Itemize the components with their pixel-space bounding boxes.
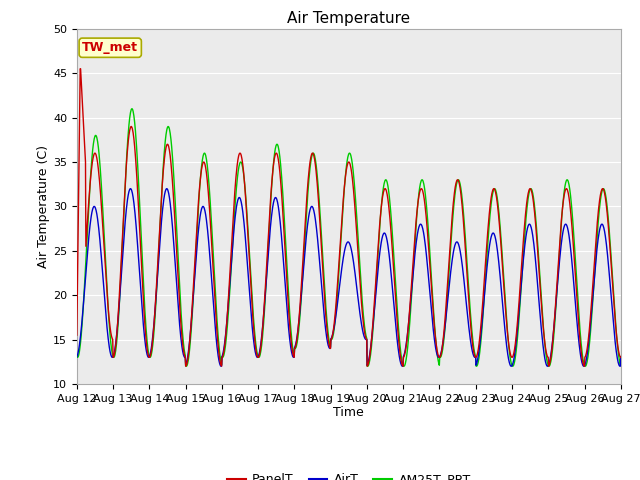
Title: Air Temperature: Air Temperature — [287, 11, 410, 26]
Y-axis label: Air Temperature (C): Air Temperature (C) — [37, 145, 50, 268]
Legend: PanelT, AirT, AM25T_PRT: PanelT, AirT, AM25T_PRT — [222, 468, 476, 480]
Text: TW_met: TW_met — [82, 41, 138, 54]
X-axis label: Time: Time — [333, 407, 364, 420]
